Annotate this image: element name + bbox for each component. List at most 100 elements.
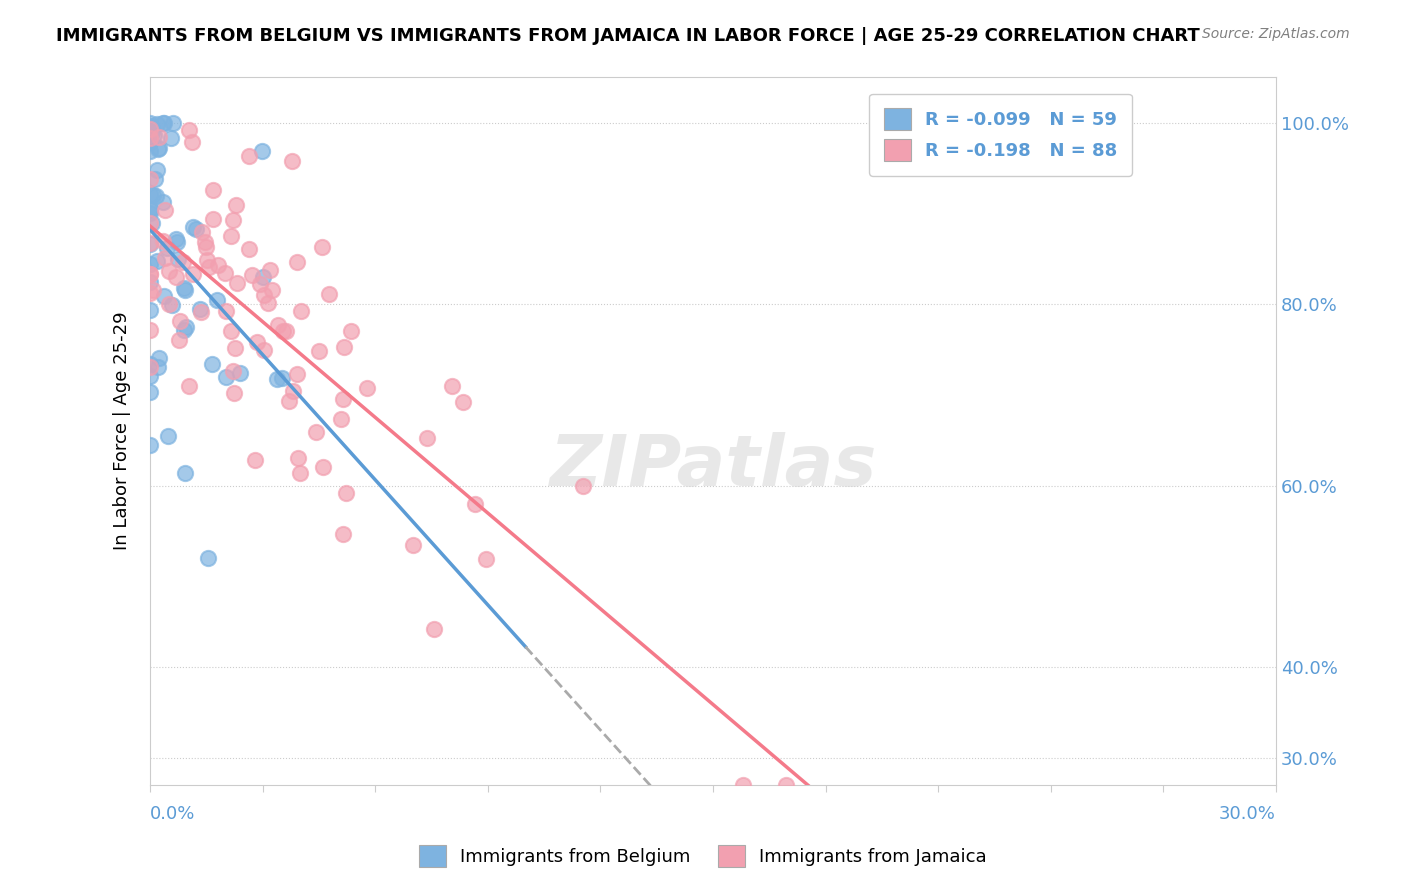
Point (139, 187, 162, 202)
Point (202, 183, 225, 197)
Point (451, 395, 474, 409)
Point (139, 267, 162, 281)
Point (332, 340, 354, 354)
Point (285, 367, 308, 381)
Point (141, 125, 163, 139)
Point (146, 253, 169, 268)
Point (153, 252, 176, 266)
Point (308, 343, 330, 358)
Point (246, 334, 269, 349)
Point (464, 497, 486, 511)
Point (157, 264, 180, 278)
Point (160, 130, 183, 145)
Point (330, 412, 353, 426)
Point (172, 255, 194, 269)
Point (143, 128, 166, 142)
Point (148, 141, 170, 155)
Point (139, 135, 162, 149)
Point (177, 123, 200, 137)
Point (274, 324, 297, 338)
Point (238, 149, 260, 163)
Point (332, 392, 354, 407)
Point (318, 286, 340, 301)
Point (402, 538, 425, 552)
Point (572, 479, 595, 493)
Point (222, 212, 245, 227)
Point (475, 552, 498, 566)
Point (243, 453, 266, 467)
Point (139, 257, 162, 271)
Point (225, 198, 247, 212)
Point (139, 360, 162, 375)
Point (139, 203, 162, 218)
Point (139, 302, 162, 317)
Point (423, 622, 446, 636)
Point (240, 268, 263, 282)
Point (167, 252, 190, 267)
Legend: R = -0.099   N = 59, R = -0.198   N = 88: R = -0.099 N = 59, R = -0.198 N = 88 (869, 94, 1132, 176)
Point (194, 235, 217, 249)
Point (139, 385, 162, 400)
Point (139, 202, 162, 216)
Point (152, 116, 174, 130)
Point (139, 119, 162, 133)
Point (267, 318, 290, 332)
Point (173, 283, 195, 297)
Point (202, 211, 225, 226)
Point (775, 778, 797, 792)
Point (340, 324, 363, 338)
Point (250, 144, 273, 158)
Point (311, 240, 333, 254)
Point (277, 394, 299, 409)
Point (332, 527, 354, 541)
Point (148, 129, 170, 144)
Point (253, 343, 276, 357)
Point (214, 266, 236, 280)
Point (148, 351, 170, 366)
Point (191, 226, 214, 240)
Point (181, 135, 204, 149)
Point (186, 221, 208, 235)
Point (139, 206, 162, 220)
Point (252, 270, 274, 285)
Point (139, 438, 162, 452)
Point (183, 219, 205, 234)
Point (139, 358, 162, 372)
Point (305, 425, 328, 439)
Point (139, 172, 162, 186)
Legend: Immigrants from Belgium, Immigrants from Jamaica: Immigrants from Belgium, Immigrants from… (412, 838, 994, 874)
Point (249, 277, 271, 292)
Point (195, 240, 218, 254)
Point (139, 216, 162, 230)
Point (156, 429, 179, 443)
Point (259, 263, 281, 277)
Point (152, 235, 174, 249)
Point (152, 194, 174, 209)
Point (139, 286, 162, 301)
Point (141, 120, 163, 135)
Text: Source: ZipAtlas.com: Source: ZipAtlas.com (1202, 27, 1350, 41)
Point (169, 314, 191, 328)
Point (416, 432, 439, 446)
Point (441, 379, 464, 393)
Point (165, 232, 187, 246)
Point (139, 235, 162, 250)
Point (253, 288, 276, 302)
Point (139, 116, 162, 130)
Point (142, 283, 165, 297)
Point (141, 216, 163, 230)
Point (229, 366, 252, 380)
Point (222, 364, 245, 378)
Point (225, 277, 247, 291)
Point (215, 303, 238, 318)
Point (152, 116, 174, 130)
Point (219, 229, 242, 244)
Point (205, 293, 228, 307)
Point (139, 237, 162, 252)
Point (281, 384, 304, 398)
Point (266, 372, 288, 386)
Point (139, 131, 162, 145)
Point (219, 324, 242, 338)
Point (145, 162, 167, 177)
Point (214, 370, 236, 384)
